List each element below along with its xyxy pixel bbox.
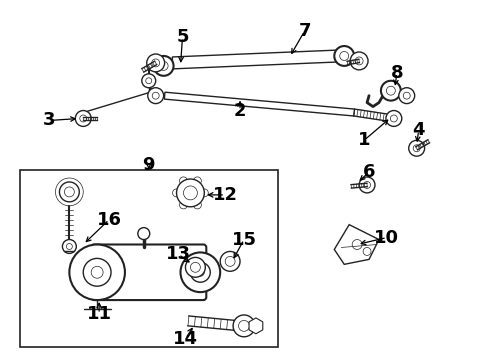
Circle shape <box>409 140 425 156</box>
Circle shape <box>70 244 125 300</box>
Text: 14: 14 <box>173 330 198 348</box>
Text: 12: 12 <box>213 186 238 204</box>
FancyBboxPatch shape <box>91 244 206 300</box>
Text: 6: 6 <box>363 163 375 181</box>
Text: 1: 1 <box>358 131 370 149</box>
Bar <box>20 170 278 347</box>
Circle shape <box>399 88 415 104</box>
Text: 13: 13 <box>166 246 191 264</box>
Circle shape <box>179 201 188 209</box>
Circle shape <box>350 52 368 70</box>
Text: 7: 7 <box>298 22 311 40</box>
Circle shape <box>194 201 201 209</box>
Circle shape <box>142 74 156 88</box>
Circle shape <box>200 189 208 197</box>
Circle shape <box>381 81 401 100</box>
Text: 10: 10 <box>374 229 399 247</box>
Polygon shape <box>172 50 340 69</box>
Text: 8: 8 <box>391 64 403 82</box>
Text: 15: 15 <box>231 230 256 248</box>
Polygon shape <box>164 92 354 116</box>
Text: 9: 9 <box>143 156 155 174</box>
Text: 3: 3 <box>43 112 56 130</box>
Circle shape <box>154 56 173 76</box>
Circle shape <box>179 177 188 185</box>
Polygon shape <box>334 225 379 264</box>
Text: 4: 4 <box>413 121 425 139</box>
Circle shape <box>75 111 91 126</box>
Text: 5: 5 <box>176 28 189 46</box>
Circle shape <box>180 252 220 292</box>
Circle shape <box>176 179 204 207</box>
Text: 11: 11 <box>87 305 112 323</box>
Circle shape <box>62 239 76 253</box>
Circle shape <box>194 177 201 185</box>
Circle shape <box>172 189 180 197</box>
Circle shape <box>148 88 164 104</box>
Text: 2: 2 <box>234 102 246 120</box>
Circle shape <box>185 257 205 277</box>
Text: 16: 16 <box>97 211 122 229</box>
Polygon shape <box>249 318 263 334</box>
Circle shape <box>147 54 165 72</box>
Circle shape <box>334 46 354 66</box>
Circle shape <box>359 177 375 193</box>
Circle shape <box>386 111 402 126</box>
Circle shape <box>220 251 240 271</box>
Circle shape <box>233 315 255 337</box>
Circle shape <box>138 228 150 239</box>
Circle shape <box>59 182 79 202</box>
